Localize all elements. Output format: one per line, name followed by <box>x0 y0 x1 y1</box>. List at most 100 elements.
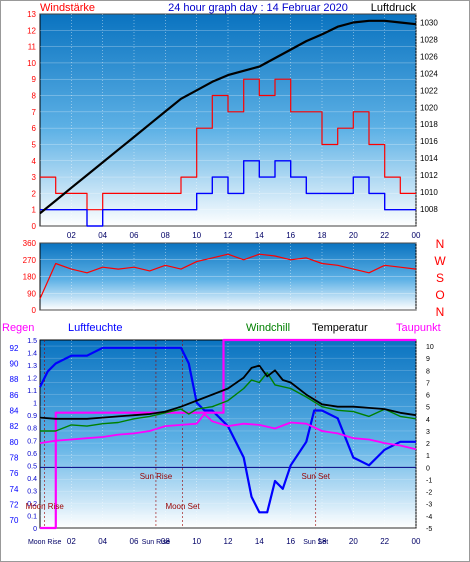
wind-tick-label: 0 <box>32 222 37 231</box>
humidity-tick-label: 84 <box>10 407 19 416</box>
temperature-x-tick-label: 00 <box>412 537 421 546</box>
event-annotation: Moon Rise <box>26 502 65 511</box>
rain-tick-label: 0.7 <box>27 438 37 445</box>
wind-axis-title: Windstärke <box>40 2 95 14</box>
wind-x-tick-label: 16 <box>286 231 295 240</box>
wind-tick-label: 4 <box>32 157 37 166</box>
temperature-x-tick-label: 02 <box>67 537 76 546</box>
temperature-x-tick-label: 20 <box>349 537 358 546</box>
dewpoint-line <box>39 413 417 451</box>
wind-tick-label: 8 <box>32 92 37 101</box>
temperature-tick-label: 10 <box>426 344 434 351</box>
temperature-tick-label: 1 <box>426 453 430 460</box>
wind-direction-line <box>39 253 417 300</box>
wind-panel-marks <box>39 19 417 227</box>
rain-tick-label: 0.8 <box>27 426 37 433</box>
direction-panel-marks <box>39 253 417 300</box>
humidity-tick-label: 80 <box>10 438 19 447</box>
direction-panel-grid <box>40 242 417 311</box>
temperature-tick-label: 2 <box>426 441 430 448</box>
pressure-tick-label: 1024 <box>420 69 438 78</box>
temperature-tick-label: 9 <box>426 356 430 363</box>
pressure-tick-label: 1016 <box>420 137 438 146</box>
event-bottom-label: Sun Set <box>303 539 328 546</box>
pressure-tick-label: 1022 <box>420 86 438 95</box>
temperature-tick-label: 5 <box>426 405 430 412</box>
direction-tick-label: 360 <box>23 239 37 248</box>
rain-tick-label: 0 <box>33 526 37 533</box>
wind-tick-label: 9 <box>32 75 37 84</box>
pressure-tick-label: 1028 <box>420 35 438 44</box>
wind-x-tick-label: 10 <box>192 231 201 240</box>
wind-x-tick-label: 02 <box>67 231 76 240</box>
compass-label: N <box>436 237 445 251</box>
temperature-tick-label: 8 <box>426 368 430 375</box>
direction-tick-label: 90 <box>27 289 36 298</box>
wind-x-tick-label: 22 <box>380 231 389 240</box>
legend-temperatur: Temperatur <box>312 322 368 334</box>
temperature-tick-label: 4 <box>426 417 430 424</box>
pressure-line <box>39 19 417 215</box>
wind-x-tick-label: 00 <box>412 231 421 240</box>
temperature-x-tick-label: 12 <box>224 537 233 546</box>
rain-tick-label: 0.1 <box>27 513 37 520</box>
temperature-x-tick-label: 14 <box>255 537 264 546</box>
wind-tick-label: 1 <box>32 206 37 215</box>
wind-speed-line <box>40 160 416 227</box>
pressure-tick-label: 1010 <box>420 188 438 197</box>
temperature-panel-axis-labels: 70727476788082848688909200.10.20.30.40.5… <box>10 338 434 546</box>
wind-x-tick-label: 18 <box>318 231 327 240</box>
pressure-tick-label: 1012 <box>420 171 438 180</box>
humidity-tick-label: 82 <box>10 422 19 431</box>
compass-label: O <box>435 288 444 302</box>
rain-tick-label: 0.4 <box>27 476 37 483</box>
legend-windchill: Windchill <box>246 322 290 334</box>
wind-tick-label: 7 <box>32 108 37 117</box>
temperature-tick-label: -4 <box>426 514 432 521</box>
wind-x-tick-label: 08 <box>161 231 170 240</box>
legend-taupunkt: Taupunkt <box>396 322 441 334</box>
event-annotation: Moon Set <box>165 502 200 511</box>
rain-line <box>40 338 416 530</box>
humidity-tick-label: 88 <box>10 375 19 384</box>
chart-title: 24 hour graph day : 14 Februar 2020 <box>168 2 348 14</box>
temperature-tick-label: 6 <box>426 393 430 400</box>
wind-x-tick-label: 14 <box>255 231 264 240</box>
temperature-tick-label: -5 <box>426 526 432 533</box>
humidity-tick-label: 74 <box>10 485 19 494</box>
wind-x-tick-label: 20 <box>349 231 358 240</box>
humidity-tick-label: 70 <box>10 516 19 525</box>
legend-luftfeuchte: Luftfeuchte <box>68 322 122 334</box>
direction-tick-label: 180 <box>23 273 37 282</box>
rain-tick-label: 0.5 <box>27 463 37 470</box>
legend-regen: Regen <box>2 322 34 334</box>
wind-gust-line <box>40 78 416 211</box>
rain-tick-label: 1.2 <box>27 376 37 383</box>
wind-tick-label: 11 <box>28 43 37 52</box>
wind-panel-axis-labels: 0123456789101112131008101010121014101610… <box>27 10 438 240</box>
temperature-tick-label: 3 <box>426 429 430 436</box>
pressure-tick-label: 1018 <box>420 120 438 129</box>
pressure-tick-label: 1030 <box>420 18 438 27</box>
temperature-tick-label: 7 <box>426 380 430 387</box>
event-bottom-label: Moon Rise <box>28 539 62 546</box>
humidity-line <box>39 346 416 514</box>
rain-tick-label: 0.6 <box>27 451 37 458</box>
humidity-tick-label: 78 <box>10 454 19 463</box>
temperature-tick-label: 0 <box>426 465 430 472</box>
temperature-x-tick-label: 10 <box>192 537 201 546</box>
direction-tick-label: 0 <box>32 306 37 315</box>
event-annotation: Sun Rise <box>140 472 173 481</box>
wind-x-tick-label: 06 <box>130 231 139 240</box>
rain-tick-label: 0.3 <box>27 488 37 495</box>
temperature-x-tick-label: 22 <box>380 537 389 546</box>
temperature-x-tick-label: 18 <box>318 537 327 546</box>
humidity-tick-label: 86 <box>10 391 19 400</box>
wind-tick-label: 2 <box>32 189 37 198</box>
temperature-panel-marks <box>39 338 417 530</box>
temperature-tick-label: -2 <box>426 490 432 497</box>
rain-tick-label: 1 <box>33 401 37 408</box>
event-annotation: Sun Set <box>301 472 330 481</box>
